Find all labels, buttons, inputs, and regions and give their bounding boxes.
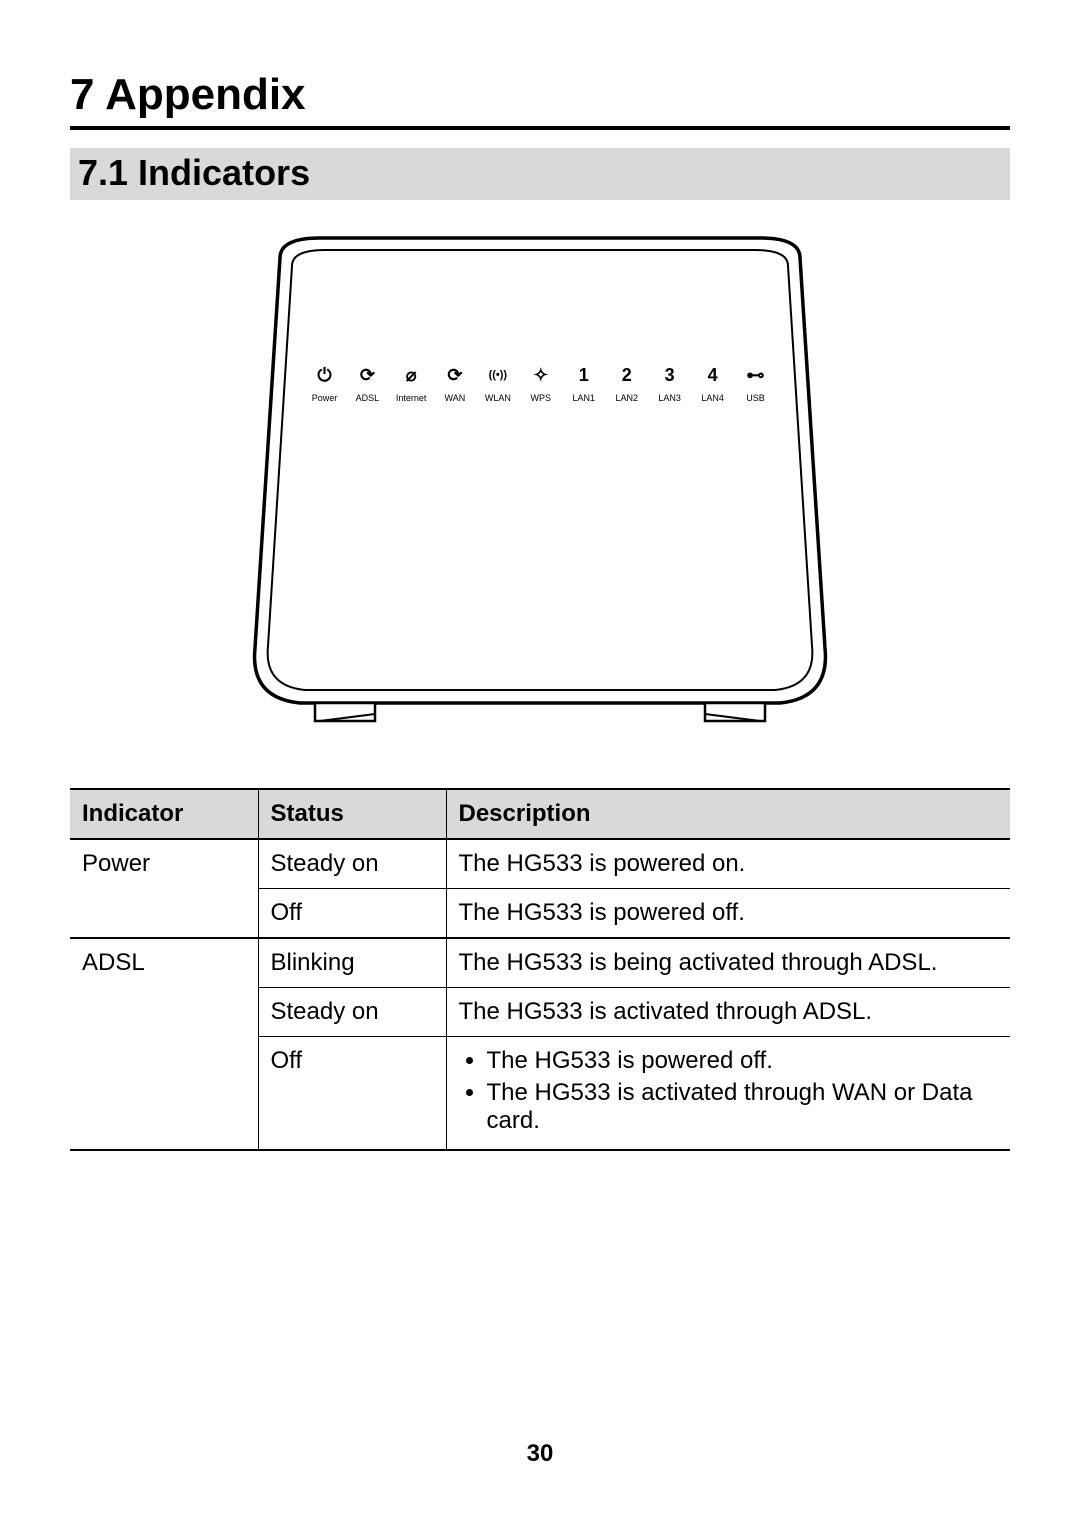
table-row: Off The HG533 is powered off. xyxy=(70,889,1010,939)
indicators-table: Indicator Status Description Power Stead… xyxy=(70,788,1010,1151)
indicator-wan: ⟳ WAN xyxy=(440,363,469,403)
cell-status: Steady on xyxy=(258,988,446,1037)
adsl-icon: ⟳ xyxy=(360,363,375,387)
cell-description: The HG533 is being activated through ADS… xyxy=(446,938,1010,988)
table-row: Power Steady on The HG533 is powered on. xyxy=(70,839,1010,889)
indicator-lan3: 3 LAN3 xyxy=(655,363,684,403)
indicator-usb: ⊷ USB xyxy=(741,363,770,403)
cell-status: Off xyxy=(258,889,446,939)
wlan-icon: ((•)) xyxy=(489,363,508,387)
indicator-label: Internet xyxy=(396,393,427,403)
table-row: Off The HG533 is powered off. The HG533 … xyxy=(70,1037,1010,1151)
col-indicator: Indicator xyxy=(70,789,258,839)
cell-description: The HG533 is activated through ADSL. xyxy=(446,988,1010,1037)
cell-status: Off xyxy=(258,1037,446,1151)
chapter-title: 7 Appendix xyxy=(70,70,1010,130)
indicator-label: WLAN xyxy=(485,393,511,403)
table-row: Steady on The HG533 is activated through… xyxy=(70,988,1010,1037)
usb-icon: ⊷ xyxy=(747,363,765,387)
indicator-lan1: 1 LAN1 xyxy=(569,363,598,403)
indicator-label: LAN1 xyxy=(572,393,595,403)
cell-status: Steady on xyxy=(258,839,446,889)
lan1-icon: 1 xyxy=(579,363,589,387)
indicator-adsl: ⟳ ADSL xyxy=(353,363,382,403)
indicator-label: Power xyxy=(312,393,338,403)
indicator-internet: ⌀ Internet xyxy=(396,363,427,403)
cell-status: Blinking xyxy=(258,938,446,988)
indicator-lan2: 2 LAN2 xyxy=(612,363,641,403)
indicator-label: LAN4 xyxy=(701,393,724,403)
indicator-label: USB xyxy=(746,393,765,403)
cell-indicator: ADSL xyxy=(70,938,258,988)
section-title: 7.1 Indicators xyxy=(70,148,1010,200)
lan2-icon: 2 xyxy=(622,363,632,387)
desc-list-item: The HG533 is activated through WAN or Da… xyxy=(487,1079,999,1135)
device-illustration: ⏻ Power ⟳ ADSL ⌀ Internet ⟳ WAN xyxy=(70,228,1010,748)
indicator-wlan: ((•)) WLAN xyxy=(483,363,512,403)
wan-icon: ⟳ xyxy=(447,363,462,387)
indicator-wps: ✧ WPS xyxy=(526,363,555,403)
power-icon: ⏻ xyxy=(317,363,331,387)
lan3-icon: 3 xyxy=(665,363,675,387)
indicator-label: LAN2 xyxy=(615,393,638,403)
internet-icon: ⌀ xyxy=(406,363,417,387)
cell-indicator: Power xyxy=(70,839,258,889)
indicator-label: WAN xyxy=(445,393,466,403)
cell-description: The HG533 is powered on. xyxy=(446,839,1010,889)
table-header-row: Indicator Status Description xyxy=(70,789,1010,839)
col-description: Description xyxy=(446,789,1010,839)
indicator-row: ⏻ Power ⟳ ADSL ⌀ Internet ⟳ WAN xyxy=(310,363,770,403)
indicator-lan4: 4 LAN4 xyxy=(698,363,727,403)
cell-indicator xyxy=(70,889,258,939)
page-number: 30 xyxy=(0,1440,1080,1468)
cell-indicator xyxy=(70,1037,258,1151)
table-row: ADSL Blinking The HG533 is being activat… xyxy=(70,938,1010,988)
indicator-label: LAN3 xyxy=(658,393,681,403)
indicator-label: ADSL xyxy=(356,393,380,403)
cell-description: The HG533 is powered off. xyxy=(446,889,1010,939)
indicator-power: ⏻ Power xyxy=(310,363,339,403)
cell-description: The HG533 is powered off. The HG533 is a… xyxy=(446,1037,1010,1151)
wps-icon: ✧ xyxy=(533,363,548,387)
desc-list-item: The HG533 is powered off. xyxy=(487,1047,999,1075)
indicator-label: WPS xyxy=(531,393,552,403)
lan4-icon: 4 xyxy=(708,363,718,387)
cell-indicator xyxy=(70,988,258,1037)
col-status: Status xyxy=(258,789,446,839)
